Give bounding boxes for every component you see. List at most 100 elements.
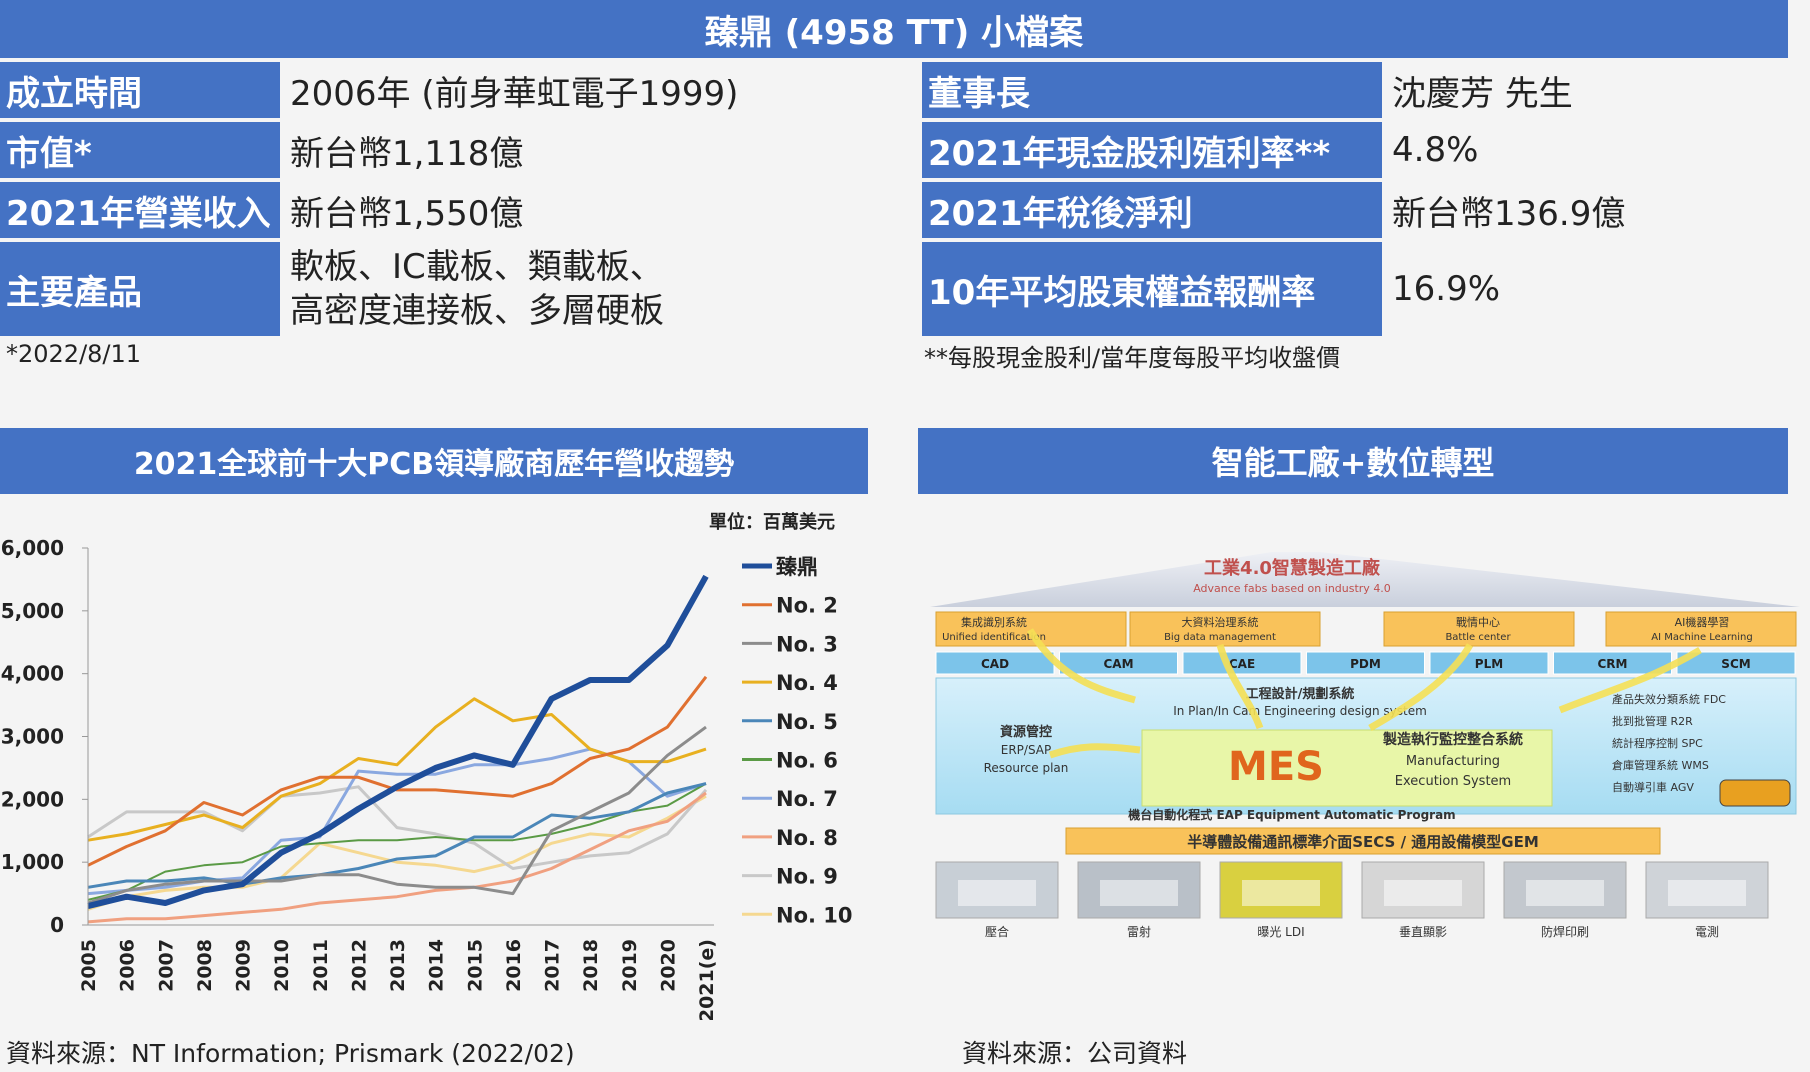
y-tick-label: 3,000	[1, 725, 64, 749]
value-market-cap: 新台幣1,118億	[282, 122, 918, 178]
x-tick-label: 2017	[542, 939, 564, 992]
x-tick-label: 2020	[657, 939, 679, 992]
right-list-3: 統計程序控制 SPC	[1612, 736, 1703, 750]
legend-label: No. 6	[776, 749, 838, 773]
right-list-5: 自動導引車 AGV	[1612, 780, 1694, 794]
bottom-line: 機台自動化程式 EAP Equipment Automatic Program	[1128, 807, 1455, 822]
top-box-battle-center-en: Battle center	[1445, 632, 1511, 643]
legend-label: No. 10	[776, 903, 853, 927]
x-tick-label: 2005	[78, 939, 100, 992]
x-tick-label: 2014	[426, 939, 448, 992]
left-block-en: Resource plan	[984, 761, 1069, 775]
legend-label: No. 3	[776, 632, 838, 656]
label-founded: 成立時間	[0, 62, 280, 118]
legend-label: No. 4	[776, 671, 838, 695]
label-net-income: 2021年稅後淨利	[922, 182, 1382, 238]
factory-source: 資料來源：公司資料	[962, 1039, 1188, 1068]
right-list-1: 產品失效分類系統 FDC	[1612, 692, 1726, 706]
y-tick-label: 4,000	[1, 662, 64, 686]
chart-unit: 單位：百萬美元	[709, 511, 835, 533]
top-box-ai-zh: AI機器學習	[1675, 615, 1730, 629]
value-roe: 16.9%	[1384, 242, 1788, 336]
y-tick-label: 6,000	[1, 536, 64, 560]
x-tick-label: 2019	[619, 939, 641, 992]
legend-label: No. 9	[776, 865, 838, 889]
top-box-unified-id-en: Unified identification	[942, 632, 1046, 643]
revenue-trend-chart: 單位：百萬美元 0 1,000 2,000 3,000 4,000 5,000 6,000 2…	[1, 511, 853, 1020]
series-line-10	[87, 794, 707, 911]
x-tick-label: 2012	[348, 939, 370, 992]
top-box-big-data-zh: 大資料治理系統	[1182, 615, 1259, 629]
series-line-6	[87, 782, 707, 901]
value-products-line1: 軟板、IC載板、類載板、	[290, 247, 664, 287]
system-label: CRM	[1598, 657, 1628, 671]
machine-label: 壓合	[985, 924, 1009, 939]
label-dividend-yield: 2021年現金股利殖利率**	[922, 122, 1382, 178]
factory-panel-title: 智能工廠+數位轉型	[918, 428, 1788, 494]
label-products: 主要產品	[0, 242, 280, 336]
chart-panel-title: 2021全球前十大PCB領導廠商歷年營收趨勢	[0, 428, 868, 494]
legend-label: No. 7	[776, 787, 838, 811]
machine-shape	[1384, 880, 1462, 906]
series-line-1	[87, 574, 709, 910]
center-top-zh: 工程設計/規劃系統	[1246, 686, 1355, 702]
x-tick-label: 2016	[503, 939, 525, 992]
value-founded: 2006年 (前身華虹電子1999)	[282, 62, 918, 118]
machine-label: 垂直顯影	[1399, 925, 1447, 939]
system-box	[1182, 651, 1302, 675]
x-tick-label: 2006	[117, 939, 139, 992]
series-line-8	[87, 791, 707, 924]
system-label: CAE	[1229, 657, 1255, 671]
center-top-en: In Plan/In Cam Engineering design system	[1173, 704, 1427, 718]
top-box-ai-en: AI Machine Learning	[1651, 632, 1752, 643]
mes-block	[1141, 729, 1553, 807]
note-left: *2022/8/11	[6, 340, 142, 368]
system-label: CAM	[1103, 657, 1133, 671]
series-line-3	[87, 725, 707, 905]
machine-shape	[1668, 880, 1746, 906]
y-tick-label: 0	[50, 913, 64, 937]
machine-label: 防焊印刷	[1541, 924, 1589, 939]
y-tick-label: 2,000	[1, 787, 64, 811]
x-tick-label: 2018	[580, 939, 602, 992]
series-line-4	[87, 697, 707, 842]
label-roe: 10年平均股東權益報酬率	[922, 242, 1382, 336]
secs-gem-bar	[1065, 827, 1661, 855]
profile-title: 臻鼎 (4958 TT) 小檔案	[0, 0, 1788, 58]
left-block-erp: ERP/SAP	[1001, 743, 1051, 757]
chart-source: 資料來源：NT Information; Prismark (2022/02)	[6, 1039, 575, 1068]
machine-photo	[1503, 861, 1627, 919]
top-box-ai: AI機器學習 AI Machine Learning	[1605, 611, 1797, 647]
x-tick-label: 2015	[464, 939, 486, 992]
y-tick-label: 5,000	[1, 599, 64, 623]
system-box	[1306, 651, 1425, 675]
top-box-unified-id: 集成識別系統 Unified identification	[935, 611, 1127, 647]
machine-shape	[958, 880, 1036, 906]
value-net-income: 新台幣136.9億	[1384, 182, 1788, 238]
value-dividend-yield: 4.8%	[1384, 122, 1788, 178]
right-list-2: 批到批管理 R2R	[1612, 714, 1693, 728]
value-products: 軟板、IC載板、類載板、 高密度連接板、多層硬板	[282, 242, 918, 336]
legend-label: No. 2	[776, 594, 838, 618]
top-box-unified-id-zh: 集成識別系統	[961, 615, 1027, 629]
value-products-line2: 高密度連接板、多層硬板	[290, 291, 664, 331]
x-tick-label: 2021(e)	[696, 939, 718, 1020]
system-label: SCM	[1721, 657, 1750, 671]
roof-subtitle: Advance fabs based on industry 4.0	[1193, 582, 1391, 595]
mes-right-en1: Manufacturing	[1406, 754, 1500, 769]
legend-label: No. 8	[776, 826, 838, 850]
machine-label: 電測	[1695, 925, 1719, 939]
top-box-big-data-en: Big data management	[1164, 632, 1276, 643]
label-chairman: 董事長	[922, 62, 1382, 118]
top-box-battle-center-zh: 戰情中心	[1456, 616, 1500, 629]
x-tick-label: 2009	[233, 939, 255, 992]
machine-label: 曝光 LDI	[1257, 925, 1304, 939]
label-market-cap: 市值*	[0, 122, 280, 178]
note-right: **每股現金股利/當年度每股平均收盤價	[924, 344, 1341, 372]
machine-shape	[1242, 880, 1320, 906]
system-label: CAD	[981, 657, 1009, 671]
mes-right-en2: Execution System	[1395, 774, 1511, 789]
machine-label: 雷射	[1127, 924, 1151, 939]
value-revenue: 新台幣1,550億	[282, 182, 918, 238]
x-tick-label: 2007	[155, 939, 177, 992]
